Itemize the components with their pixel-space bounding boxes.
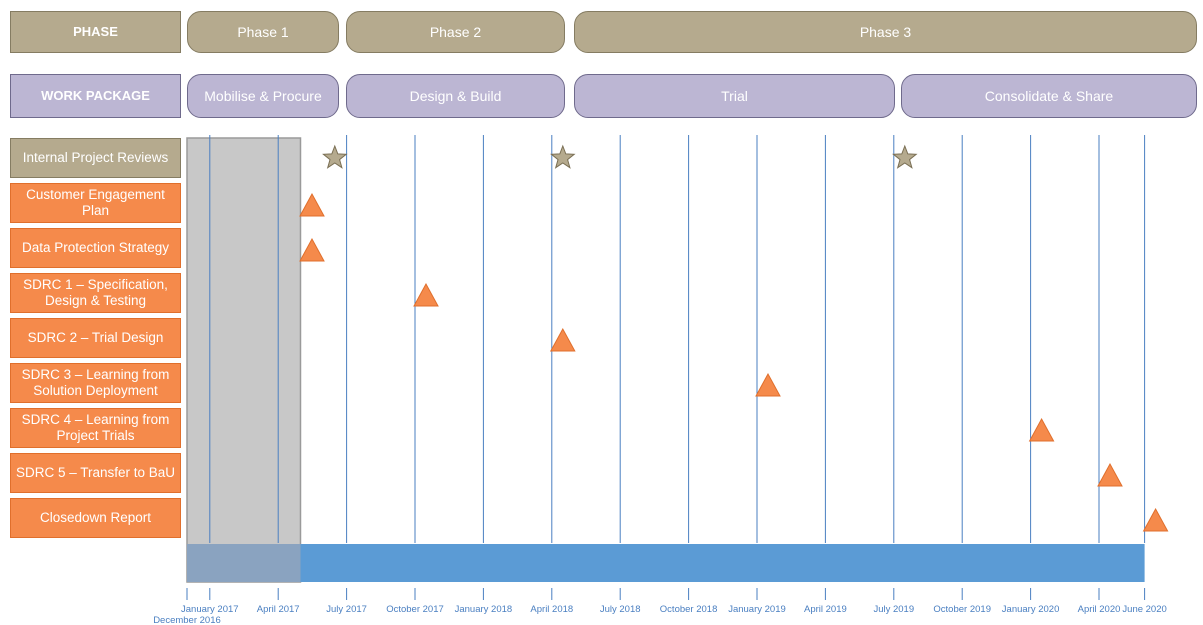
work-package-pill-trial: Trial	[574, 74, 895, 118]
work-package-header-label: WORK PACKAGE	[10, 74, 181, 118]
axis-tick-label: April 2019	[804, 604, 847, 615]
phase-pill-3: Phase 3	[574, 11, 1197, 53]
milestone-triangle-icon	[755, 372, 781, 397]
milestone-triangle-icon	[1142, 507, 1169, 532]
axis-tick-label: June 2020	[1122, 604, 1166, 615]
milestone-triangle-icon	[299, 237, 325, 262]
shaded-period	[186, 137, 302, 583]
row-label-customer-engagement: Customer Engagement Plan	[10, 183, 181, 223]
axis-tick-label: October 2019	[933, 604, 991, 615]
axis-tick-label: January 2018	[455, 604, 513, 615]
row-label-sdrc-4: SDRC 4 – Learning from Project Trials	[10, 408, 181, 448]
work-package-pill-design: Design & Build	[346, 74, 565, 118]
axis-tick-label: April 2017	[257, 604, 300, 615]
milestone-triangle-icon	[549, 327, 576, 352]
axis-tick-label: July 2019	[873, 604, 914, 615]
review-star-icon	[322, 144, 348, 169]
row-label-closedown: Closedown Report	[10, 498, 181, 538]
axis-tick-label: January 2017	[181, 604, 239, 615]
axis-tick-label: January 2019	[728, 604, 786, 615]
row-label-data-protection: Data Protection Strategy	[10, 228, 181, 268]
milestone-triangle-icon	[1028, 417, 1055, 442]
axis-tick-label: July 2018	[600, 604, 641, 615]
phase-pill-1: Phase 1	[187, 11, 339, 53]
row-label-sdrc-2: SDRC 2 – Trial Design	[10, 318, 181, 358]
review-star-icon	[550, 144, 576, 169]
axis-tick-label: December 2016	[153, 615, 221, 625]
axis-tick-label: January 2020	[1002, 604, 1060, 615]
phase-header-label: PHASE	[10, 11, 181, 53]
review-star-icon	[892, 144, 918, 169]
axis-tick-label: April 2020	[1078, 604, 1121, 615]
phase-pill-2: Phase 2	[346, 11, 565, 53]
row-label-sdrc-1: SDRC 1 – Specification, Design & Testing	[10, 273, 181, 313]
axis-tick-label: July 2017	[326, 604, 367, 615]
timeline-bar	[187, 544, 1145, 582]
timeline-bar-shaded-segment	[187, 544, 301, 582]
axis-tick-label: April 2018	[530, 604, 573, 615]
row-label-sdrc-3: SDRC 3 – Learning from Solution Deployme…	[10, 363, 181, 403]
axis-tick-label: October 2018	[660, 604, 718, 615]
row-label-sdrc-5: SDRC 5 – Transfer to BaU	[10, 453, 181, 493]
milestone-triangle-icon	[299, 192, 325, 217]
row-label-internal-reviews: Internal Project Reviews	[10, 138, 181, 178]
axis-tick-label: October 2017	[386, 604, 444, 615]
milestone-triangle-icon	[413, 282, 439, 307]
work-package-pill-mobilise: Mobilise & Procure	[187, 74, 339, 118]
work-package-pill-consolidate: Consolidate & Share	[901, 74, 1197, 118]
milestone-triangle-icon	[1097, 462, 1123, 487]
